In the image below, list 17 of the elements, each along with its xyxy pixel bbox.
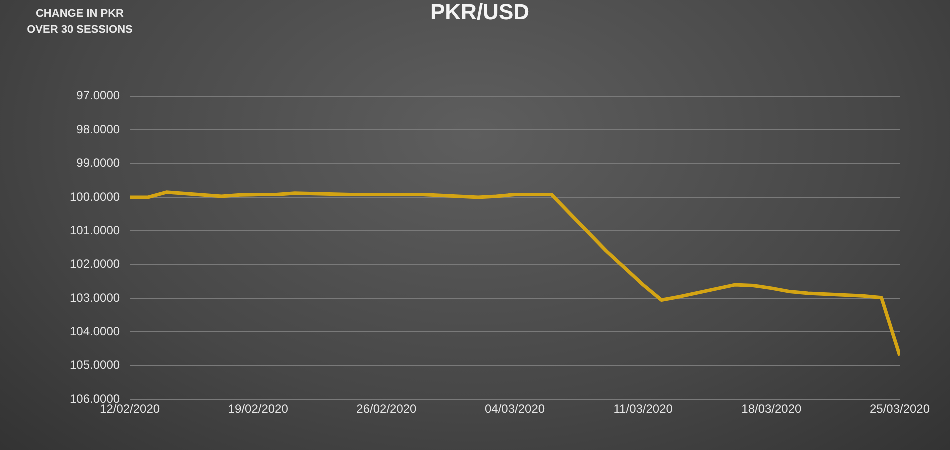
- y-tick-label: 105.0000: [70, 358, 120, 372]
- x-tick-label: 25/03/2020: [870, 402, 930, 416]
- y-tick-label: 101.0000: [70, 223, 120, 238]
- x-tick-label: 26/02/2020: [356, 402, 418, 416]
- chart-title: PKR/USD: [430, 0, 530, 24]
- y-axis-title: CHANGE IN PKR OVER 30 SESSIONS: [26, 7, 134, 38]
- y-tick-label: 102.0000: [70, 257, 120, 272]
- y-tick-label: 104.0000: [70, 324, 120, 339]
- x-tick-label: 19/02/2020: [228, 402, 289, 416]
- y-tick-label: 97.0000: [76, 88, 120, 103]
- y-tick-label: 100.0000: [70, 190, 120, 204]
- y-tick-label: 103.0000: [70, 290, 120, 305]
- y-tick-label: 98.0000: [76, 122, 120, 136]
- x-tick-label: 18/03/2020: [742, 402, 802, 416]
- x-tick-label: 04/03/2020: [484, 402, 546, 416]
- y-tick-label: 99.0000: [76, 156, 120, 170]
- x-tick-label: 11/03/2020: [614, 402, 674, 416]
